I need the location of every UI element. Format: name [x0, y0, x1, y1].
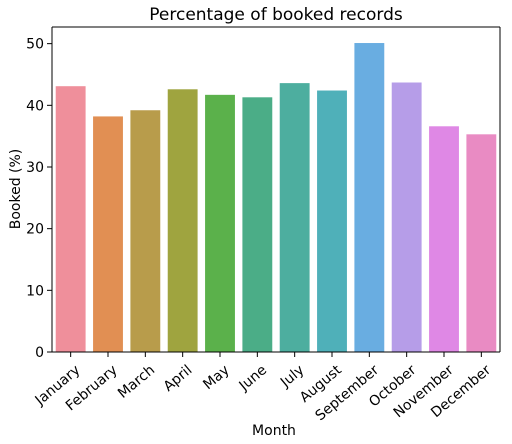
- chart-title: Percentage of booked records: [149, 5, 403, 25]
- x-tick-label-june: June: [236, 362, 270, 395]
- x-axis-label: Month: [252, 423, 296, 439]
- y-tick-label: 20: [26, 222, 44, 238]
- y-axis-ticks: 0 10 20 30 40 50: [26, 37, 52, 361]
- bar-january: [55, 86, 86, 352]
- bar-march: [130, 110, 161, 352]
- x-tick-label-april: April: [161, 362, 196, 395]
- y-tick-label: 50: [26, 37, 44, 53]
- y-tick-label: 10: [26, 283, 44, 299]
- plot-frame: [51, 26, 501, 353]
- x-tick-label-july: July: [277, 362, 307, 391]
- y-tick-label: 40: [26, 98, 44, 114]
- bar-august: [317, 90, 347, 353]
- bar-april: [167, 89, 198, 352]
- bar-may: [205, 94, 235, 352]
- bar-september: [354, 43, 385, 352]
- bar-june: [242, 97, 273, 352]
- x-tick-label-march: March: [115, 362, 158, 402]
- x-tick-label-may: May: [200, 362, 232, 393]
- bar-november: [429, 126, 459, 352]
- y-tick-label: 0: [35, 345, 44, 361]
- bar-february: [93, 116, 123, 352]
- bars-group: [55, 43, 497, 353]
- bar-july: [279, 83, 310, 353]
- y-tick-label: 30: [26, 160, 44, 176]
- bar-december: [466, 134, 497, 352]
- y-axis-label: Booked (%): [8, 149, 24, 230]
- bar-october: [391, 82, 422, 352]
